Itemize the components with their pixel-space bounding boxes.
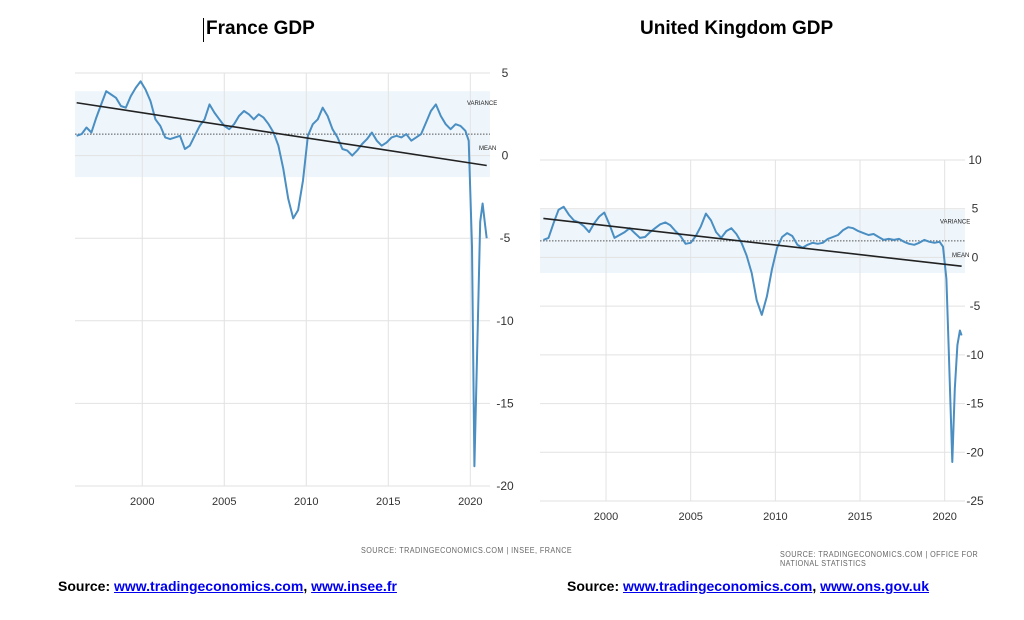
france-y-tick-label: 5	[502, 66, 509, 80]
uk-y-tick-label: 10	[968, 153, 982, 167]
uk-y-tick-label: -25	[966, 494, 984, 508]
uk-variance-label: VARIANCE	[940, 220, 970, 226]
tradingeconomics-link[interactable]: www.tradingeconomics.com	[623, 578, 813, 594]
france-gdp-series-line	[76, 80, 488, 468]
france-y-tick-label: -20	[496, 479, 514, 493]
france-variance-label: VARIANCE	[467, 101, 497, 107]
ons-link[interactable]: www.ons.gov.uk	[820, 578, 929, 594]
uk-y-tick-label: -5	[970, 299, 981, 313]
uk-y-tick-label: -20	[966, 445, 984, 459]
france-mean-label: MEAN	[479, 146, 496, 152]
uk-x-tick-label: 2010	[763, 511, 787, 523]
uk-x-tick-label: 2005	[678, 511, 702, 523]
france-y-tick-label: 0	[502, 149, 509, 163]
france-trend-line	[76, 101, 487, 167]
uk-source-line: Source: www.tradingeconomics.com, www.on…	[567, 578, 929, 594]
uk-y-tick-label: 0	[972, 250, 979, 264]
source-prefix: Source:	[58, 578, 115, 594]
france-x-tick-label: 2005	[212, 496, 236, 508]
france-y-tick-label: -5	[500, 231, 511, 245]
france-chart-title: France GDP	[203, 18, 315, 42]
source-separator: ,	[812, 578, 821, 594]
uk-mean-label: MEAN	[952, 253, 969, 259]
france-y-tick-label: -15	[496, 396, 514, 410]
france-x-tick-label: 2010	[294, 496, 318, 508]
uk-y-tick-label: 5	[972, 202, 979, 216]
insee-link[interactable]: www.insee.fr	[311, 578, 397, 594]
france-source-note: SOURCE: TRADINGECONOMICS.COM | INSEE, FR…	[361, 546, 573, 555]
uk-x-tick-label: 2020	[932, 511, 956, 523]
tradingeconomics-link[interactable]: www.tradingeconomics.com	[114, 578, 304, 594]
uk-x-tick-label: 2000	[594, 511, 618, 523]
uk-source-note: SOURCE: TRADINGECONOMICS.COM | OFFICE FO…	[780, 550, 979, 568]
uk-y-tick-label: -10	[966, 348, 984, 362]
uk-trend-line	[543, 217, 962, 267]
uk-gdp-series-line	[543, 205, 963, 463]
france-y-tick-label: -10	[496, 314, 514, 328]
france-source-line: Source: www.tradingeconomics.com, www.in…	[58, 578, 397, 594]
uk-x-tick-label: 2015	[848, 511, 872, 523]
uk-y-tick-label: -15	[966, 397, 984, 411]
uk-chart-title: United Kingdom GDP	[640, 18, 834, 39]
france-x-tick-label: 2020	[458, 496, 482, 508]
source-separator: ,	[303, 578, 312, 594]
france-x-tick-label: 2000	[130, 496, 154, 508]
france-x-tick-label: 2015	[376, 496, 400, 508]
source-prefix: Source:	[567, 578, 624, 594]
